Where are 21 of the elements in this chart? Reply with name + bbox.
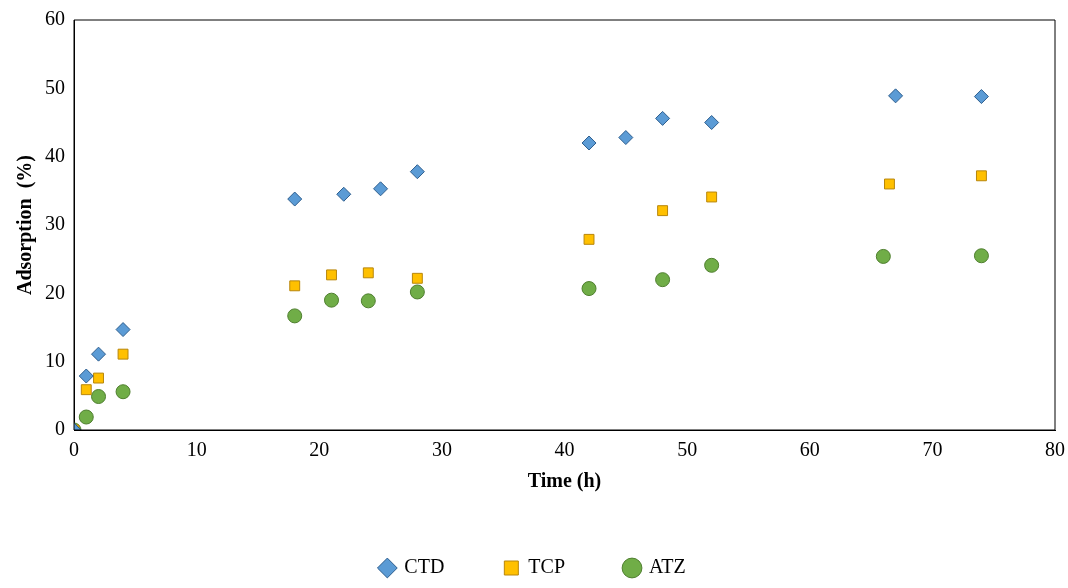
x-tick-label: 80 — [1045, 438, 1065, 461]
legend-label: TCP — [528, 555, 566, 578]
y-tick-label: 60 — [45, 7, 65, 30]
y-tick-label: 50 — [45, 75, 65, 98]
y-axis-title: Adsorption (%) — [13, 154, 37, 296]
y-tick-label: 30 — [45, 212, 65, 235]
x-tick-label: 60 — [799, 438, 820, 461]
y-tick-label: 10 — [45, 348, 65, 371]
x-tick-label: 70 — [922, 438, 943, 461]
x-tick-label: 50 — [677, 438, 698, 461]
legend-label: ATZ — [649, 555, 686, 578]
y-tick-label: 20 — [45, 280, 65, 303]
x-tick-label: 10 — [186, 438, 207, 461]
x-tick-label: 20 — [309, 438, 330, 461]
x-axis-title: Time (h) — [527, 469, 602, 493]
x-tick-label: 40 — [554, 438, 575, 461]
x-tick-label: 30 — [431, 438, 452, 461]
y-tick-label: 0 — [55, 417, 65, 440]
x-tick-label: 0 — [69, 438, 79, 461]
legend-label: CTD — [404, 555, 445, 578]
y-tick-label: 40 — [45, 143, 65, 166]
